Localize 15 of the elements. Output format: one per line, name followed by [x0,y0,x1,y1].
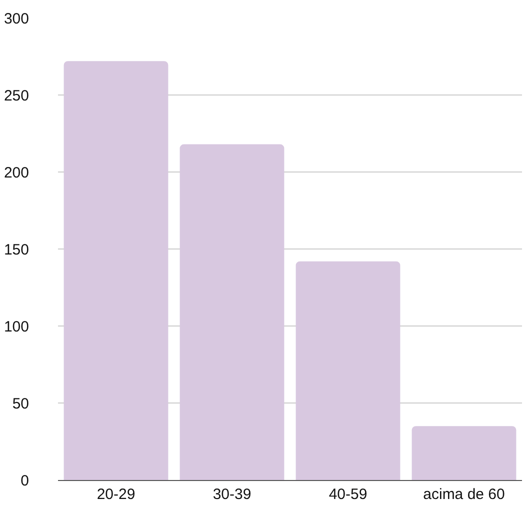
y-tick-label: 100 [4,318,29,336]
x-tick-label: 20-29 [96,486,136,503]
bar [64,61,168,480]
y-tick-label: 150 [4,241,29,258]
x-tick-label: 30-39 [212,486,252,503]
x-tick-label: acima de 60 [423,486,505,503]
y-tick-label: 0 [20,472,29,490]
y-tick-label: 300 [4,10,29,28]
bar [180,144,284,480]
y-tick-label: 50 [12,395,29,412]
x-tick-label: 40-59 [328,486,368,503]
bar [412,426,516,480]
bar [296,261,400,480]
y-tick-label: 200 [4,164,29,182]
y-tick-label: 250 [4,87,29,104]
